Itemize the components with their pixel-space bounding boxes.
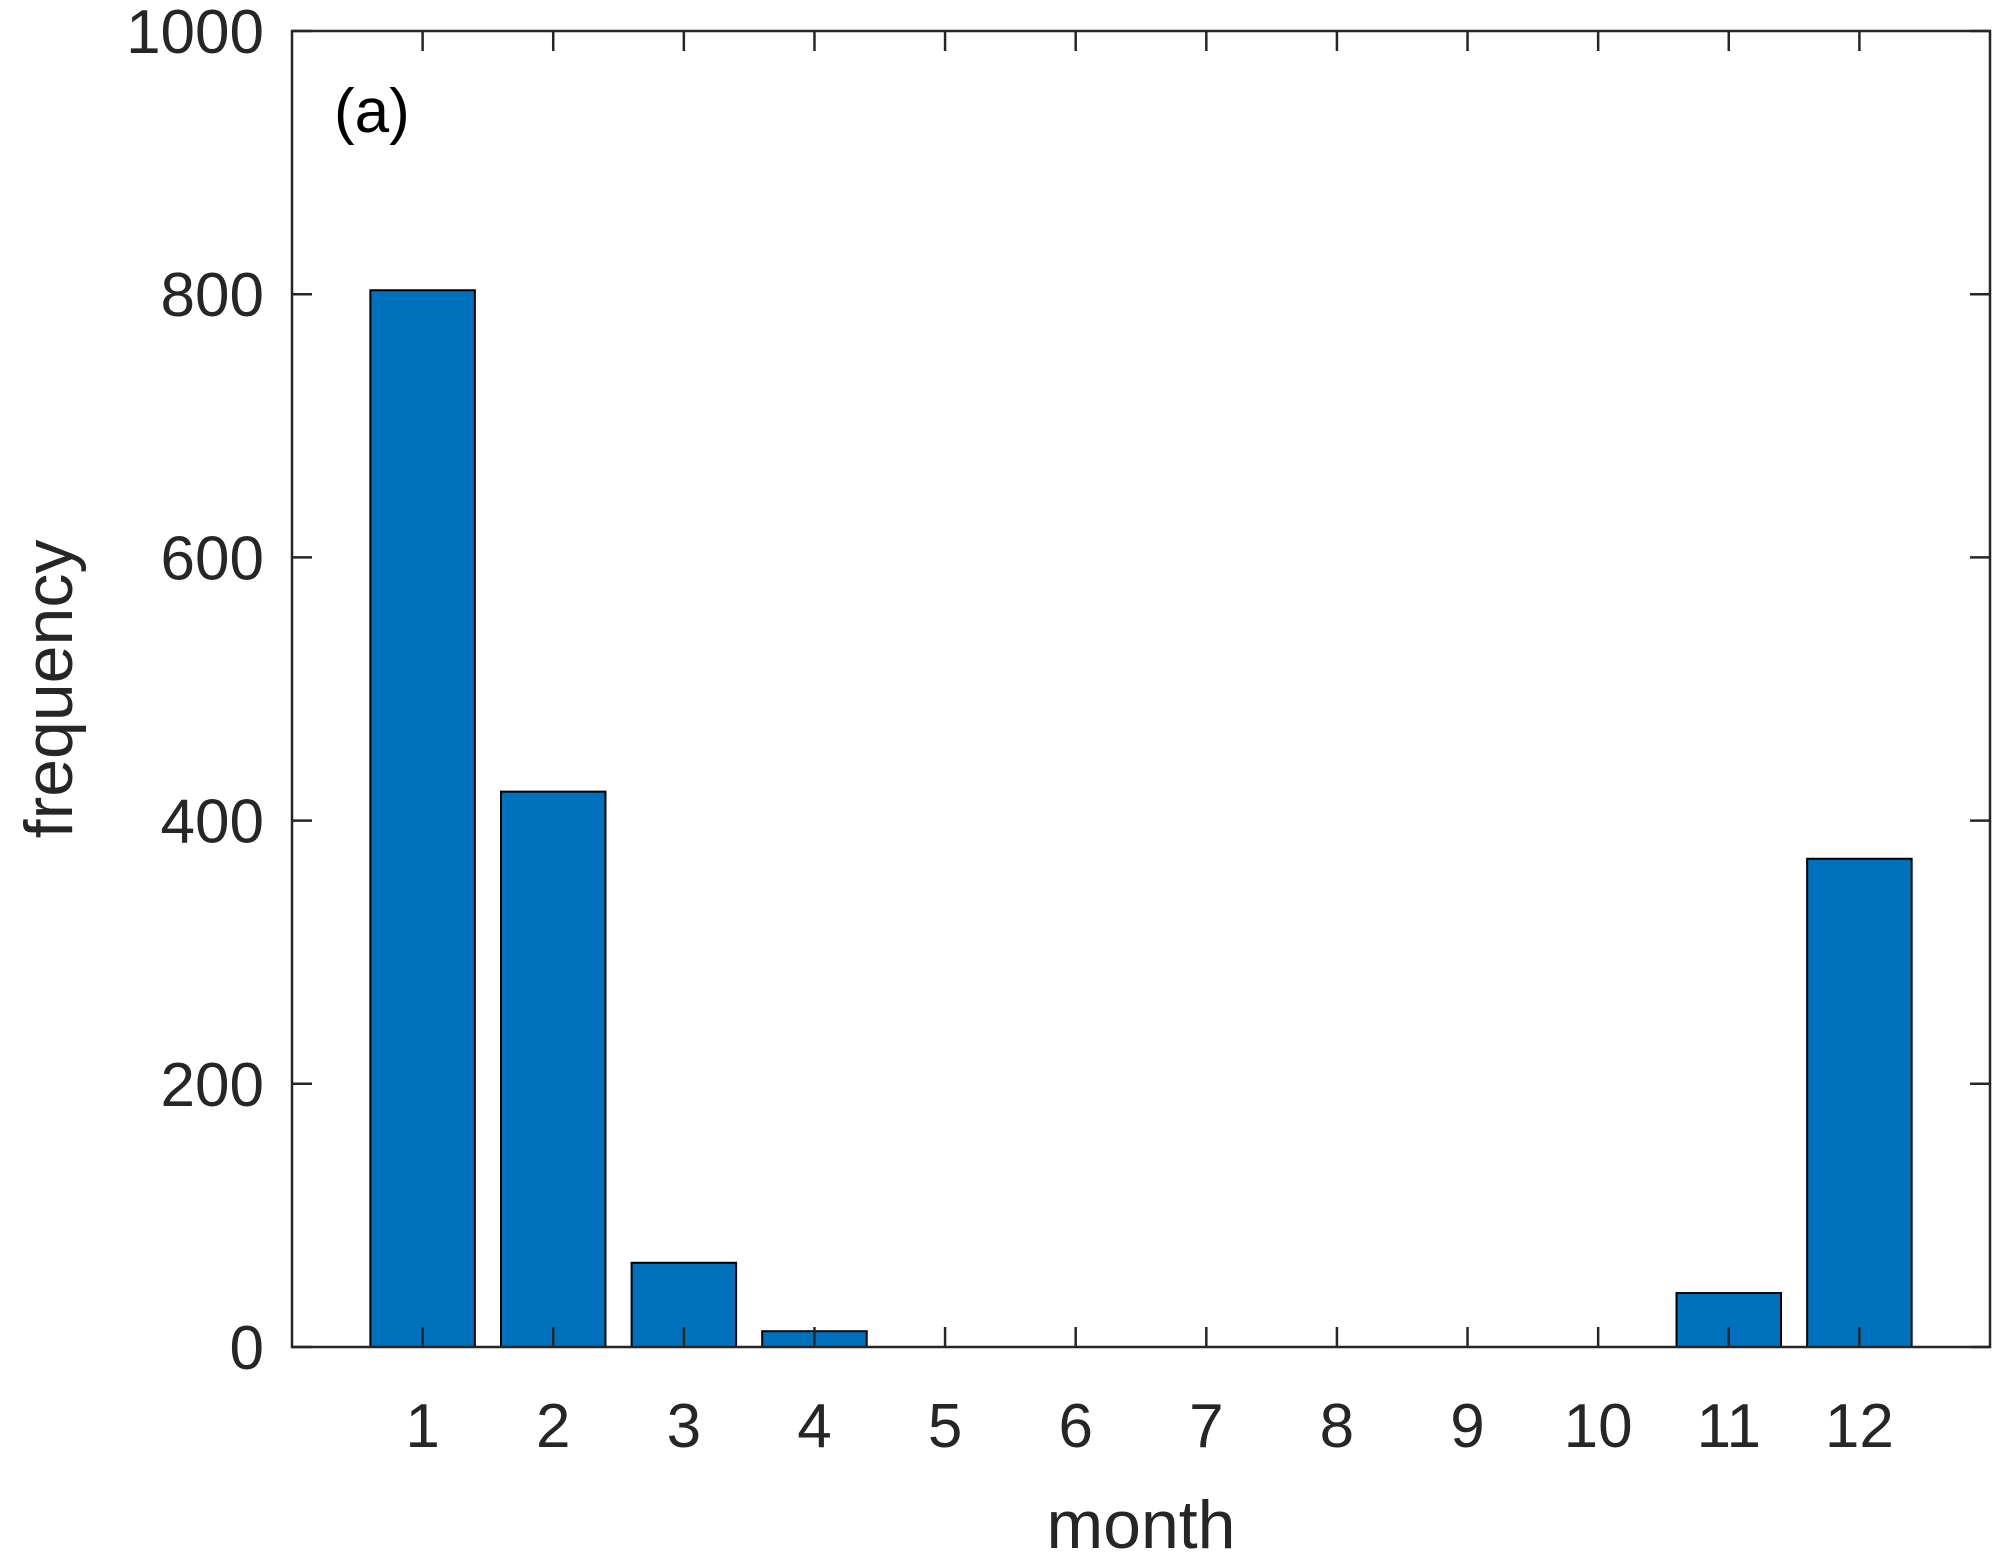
x-tick-label: 10	[1564, 1392, 1633, 1461]
ticks-group	[292, 29, 1990, 1349]
axes-box	[290, 29, 1992, 1349]
y-tick-label: 800	[161, 261, 264, 330]
y-tick-label: 200	[161, 1051, 264, 1120]
x-tick-label: 12	[1825, 1392, 1894, 1461]
x-tick-label: 2	[536, 1392, 570, 1461]
x-tick-label: 5	[928, 1392, 962, 1461]
x-axis-label: month	[1047, 1487, 1236, 1560]
x-tick-label: 6	[1058, 1392, 1092, 1461]
y-tick-label: 400	[161, 788, 264, 857]
y-tick-label: 0	[230, 1314, 264, 1383]
x-tick-label: 4	[797, 1392, 831, 1461]
x-tick-label: 9	[1450, 1392, 1484, 1461]
bar-month-2	[499, 790, 607, 1348]
bar-month-1	[369, 289, 476, 1349]
y-tick-label: 1000	[126, 0, 264, 67]
x-tick-label: 3	[667, 1392, 701, 1461]
x-tick-label: 8	[1320, 1392, 1354, 1461]
x-tick-label: 7	[1189, 1392, 1223, 1461]
y-tick-label: 600	[161, 524, 264, 593]
y-axis-label: frequency	[11, 540, 87, 839]
x-tick-label: 11	[1697, 1392, 1761, 1461]
x-tick-label: 1	[405, 1392, 439, 1461]
bars-group	[369, 289, 1913, 1349]
panel-label: (a)	[334, 77, 410, 146]
bar-month-12	[1806, 857, 1913, 1348]
